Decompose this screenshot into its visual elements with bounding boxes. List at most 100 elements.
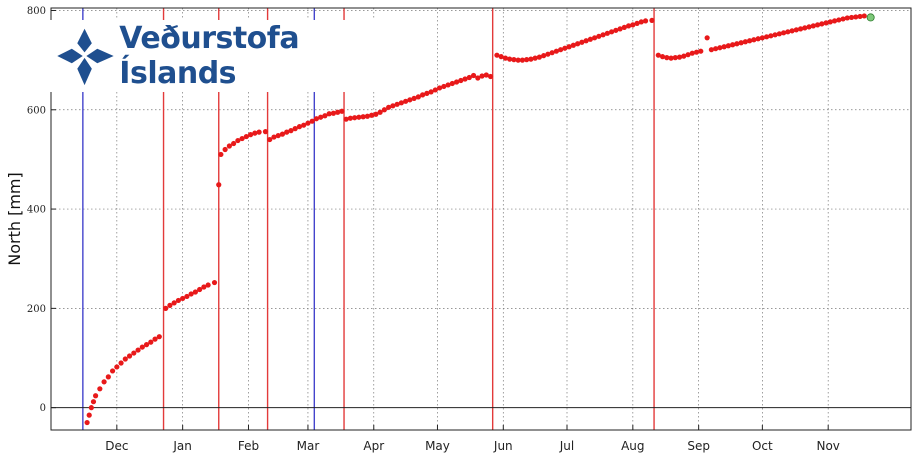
- data-point: [218, 151, 224, 158]
- data-point: [92, 393, 99, 399]
- data-point: [502, 55, 509, 61]
- data-point: [284, 129, 290, 135]
- data-point: [90, 399, 97, 405]
- data-point: [301, 122, 307, 128]
- data-point: [725, 43, 731, 49]
- y-axis-title: North [mm]: [5, 172, 24, 266]
- data-point: [827, 19, 833, 25]
- x-tick-label: Dec: [105, 439, 128, 453]
- data-point: [553, 48, 559, 54]
- data-point: [143, 342, 150, 348]
- data-point: [853, 14, 859, 20]
- data-point: [292, 126, 298, 132]
- data-point: [613, 27, 619, 33]
- data-point: [131, 350, 137, 356]
- data-point: [360, 114, 366, 120]
- x-tick-label: Apr: [363, 439, 384, 453]
- data-point: [192, 289, 198, 295]
- data-point: [759, 35, 765, 41]
- data-point: [475, 75, 481, 81]
- data-point: [634, 20, 640, 26]
- data-point: [403, 98, 409, 104]
- data-point: [296, 124, 303, 130]
- data-point: [453, 79, 460, 85]
- data-point: [734, 41, 740, 47]
- data-point: [222, 146, 228, 153]
- data-point: [730, 42, 736, 48]
- data-point: [836, 17, 842, 23]
- data-point: [566, 44, 572, 50]
- data-point: [305, 120, 311, 126]
- data-point: [407, 97, 413, 103]
- data-point: [201, 284, 207, 290]
- data-point: [704, 35, 710, 41]
- grid: [51, 8, 911, 430]
- data-point: [536, 54, 542, 60]
- data-point: [814, 22, 821, 28]
- data-point: [86, 412, 92, 418]
- data-point: [394, 101, 400, 107]
- data-point: [600, 32, 606, 38]
- y-tick-label: 0: [40, 403, 46, 414]
- data-point: [819, 21, 825, 27]
- logo: Veðurstofa Íslands: [50, 20, 398, 92]
- data-point: [101, 379, 107, 385]
- data-point: [441, 83, 447, 90]
- data-point: [848, 14, 855, 21]
- data-point: [664, 55, 670, 61]
- data-point: [587, 36, 593, 42]
- data-point: [411, 95, 417, 101]
- x-tick-label: Nov: [816, 439, 839, 453]
- data-point: [659, 54, 666, 60]
- data-point: [575, 41, 581, 47]
- data-point: [549, 50, 555, 56]
- data-point: [126, 353, 133, 359]
- data-point: [721, 44, 727, 50]
- data-point: [541, 53, 547, 59]
- data-point: [449, 80, 455, 87]
- data-point: [163, 305, 169, 311]
- data-point: [436, 85, 443, 91]
- data-point: [755, 36, 761, 42]
- data-point: [747, 38, 753, 44]
- data-point: [717, 45, 723, 51]
- data-point: [415, 94, 421, 100]
- data-point: [288, 128, 294, 134]
- data-point: [810, 23, 816, 29]
- data-point: [764, 34, 770, 40]
- data-point: [156, 334, 162, 340]
- x-tick-label: Mar: [297, 439, 320, 453]
- data-point: [248, 132, 254, 138]
- data-point: [279, 131, 286, 137]
- data-point: [487, 73, 494, 80]
- data-point: [188, 291, 194, 297]
- data-point: [313, 116, 320, 122]
- data-point: [583, 38, 589, 44]
- data-point: [432, 87, 438, 93]
- data-point: [216, 182, 222, 188]
- data-point: [515, 57, 521, 63]
- x-tick-label: Aug: [621, 439, 644, 453]
- data-point: [309, 118, 315, 124]
- data-point: [768, 33, 774, 39]
- data-point: [831, 18, 838, 24]
- data-point: [462, 76, 468, 82]
- data-point: [197, 286, 203, 293]
- x-ticks: Dec Jan Feb Mar Apr May Jun Jul Aug Sep Oct Nov: [105, 425, 840, 453]
- data-point: [139, 344, 145, 350]
- data-point: [528, 56, 534, 62]
- data-point: [262, 129, 269, 135]
- y-tick-label: 200: [27, 304, 46, 315]
- data-point: [797, 26, 804, 32]
- data-point: [498, 54, 504, 60]
- data-point: [802, 25, 808, 31]
- x-tick-label: Jul: [559, 439, 574, 453]
- data-point: [97, 386, 103, 392]
- data-point: [789, 28, 795, 34]
- data-point: [823, 20, 829, 26]
- data-point: [326, 111, 332, 117]
- data-point: [109, 368, 116, 374]
- data-point: [105, 374, 111, 380]
- x-tick-label: Oct: [752, 439, 773, 453]
- data-point: [428, 89, 434, 95]
